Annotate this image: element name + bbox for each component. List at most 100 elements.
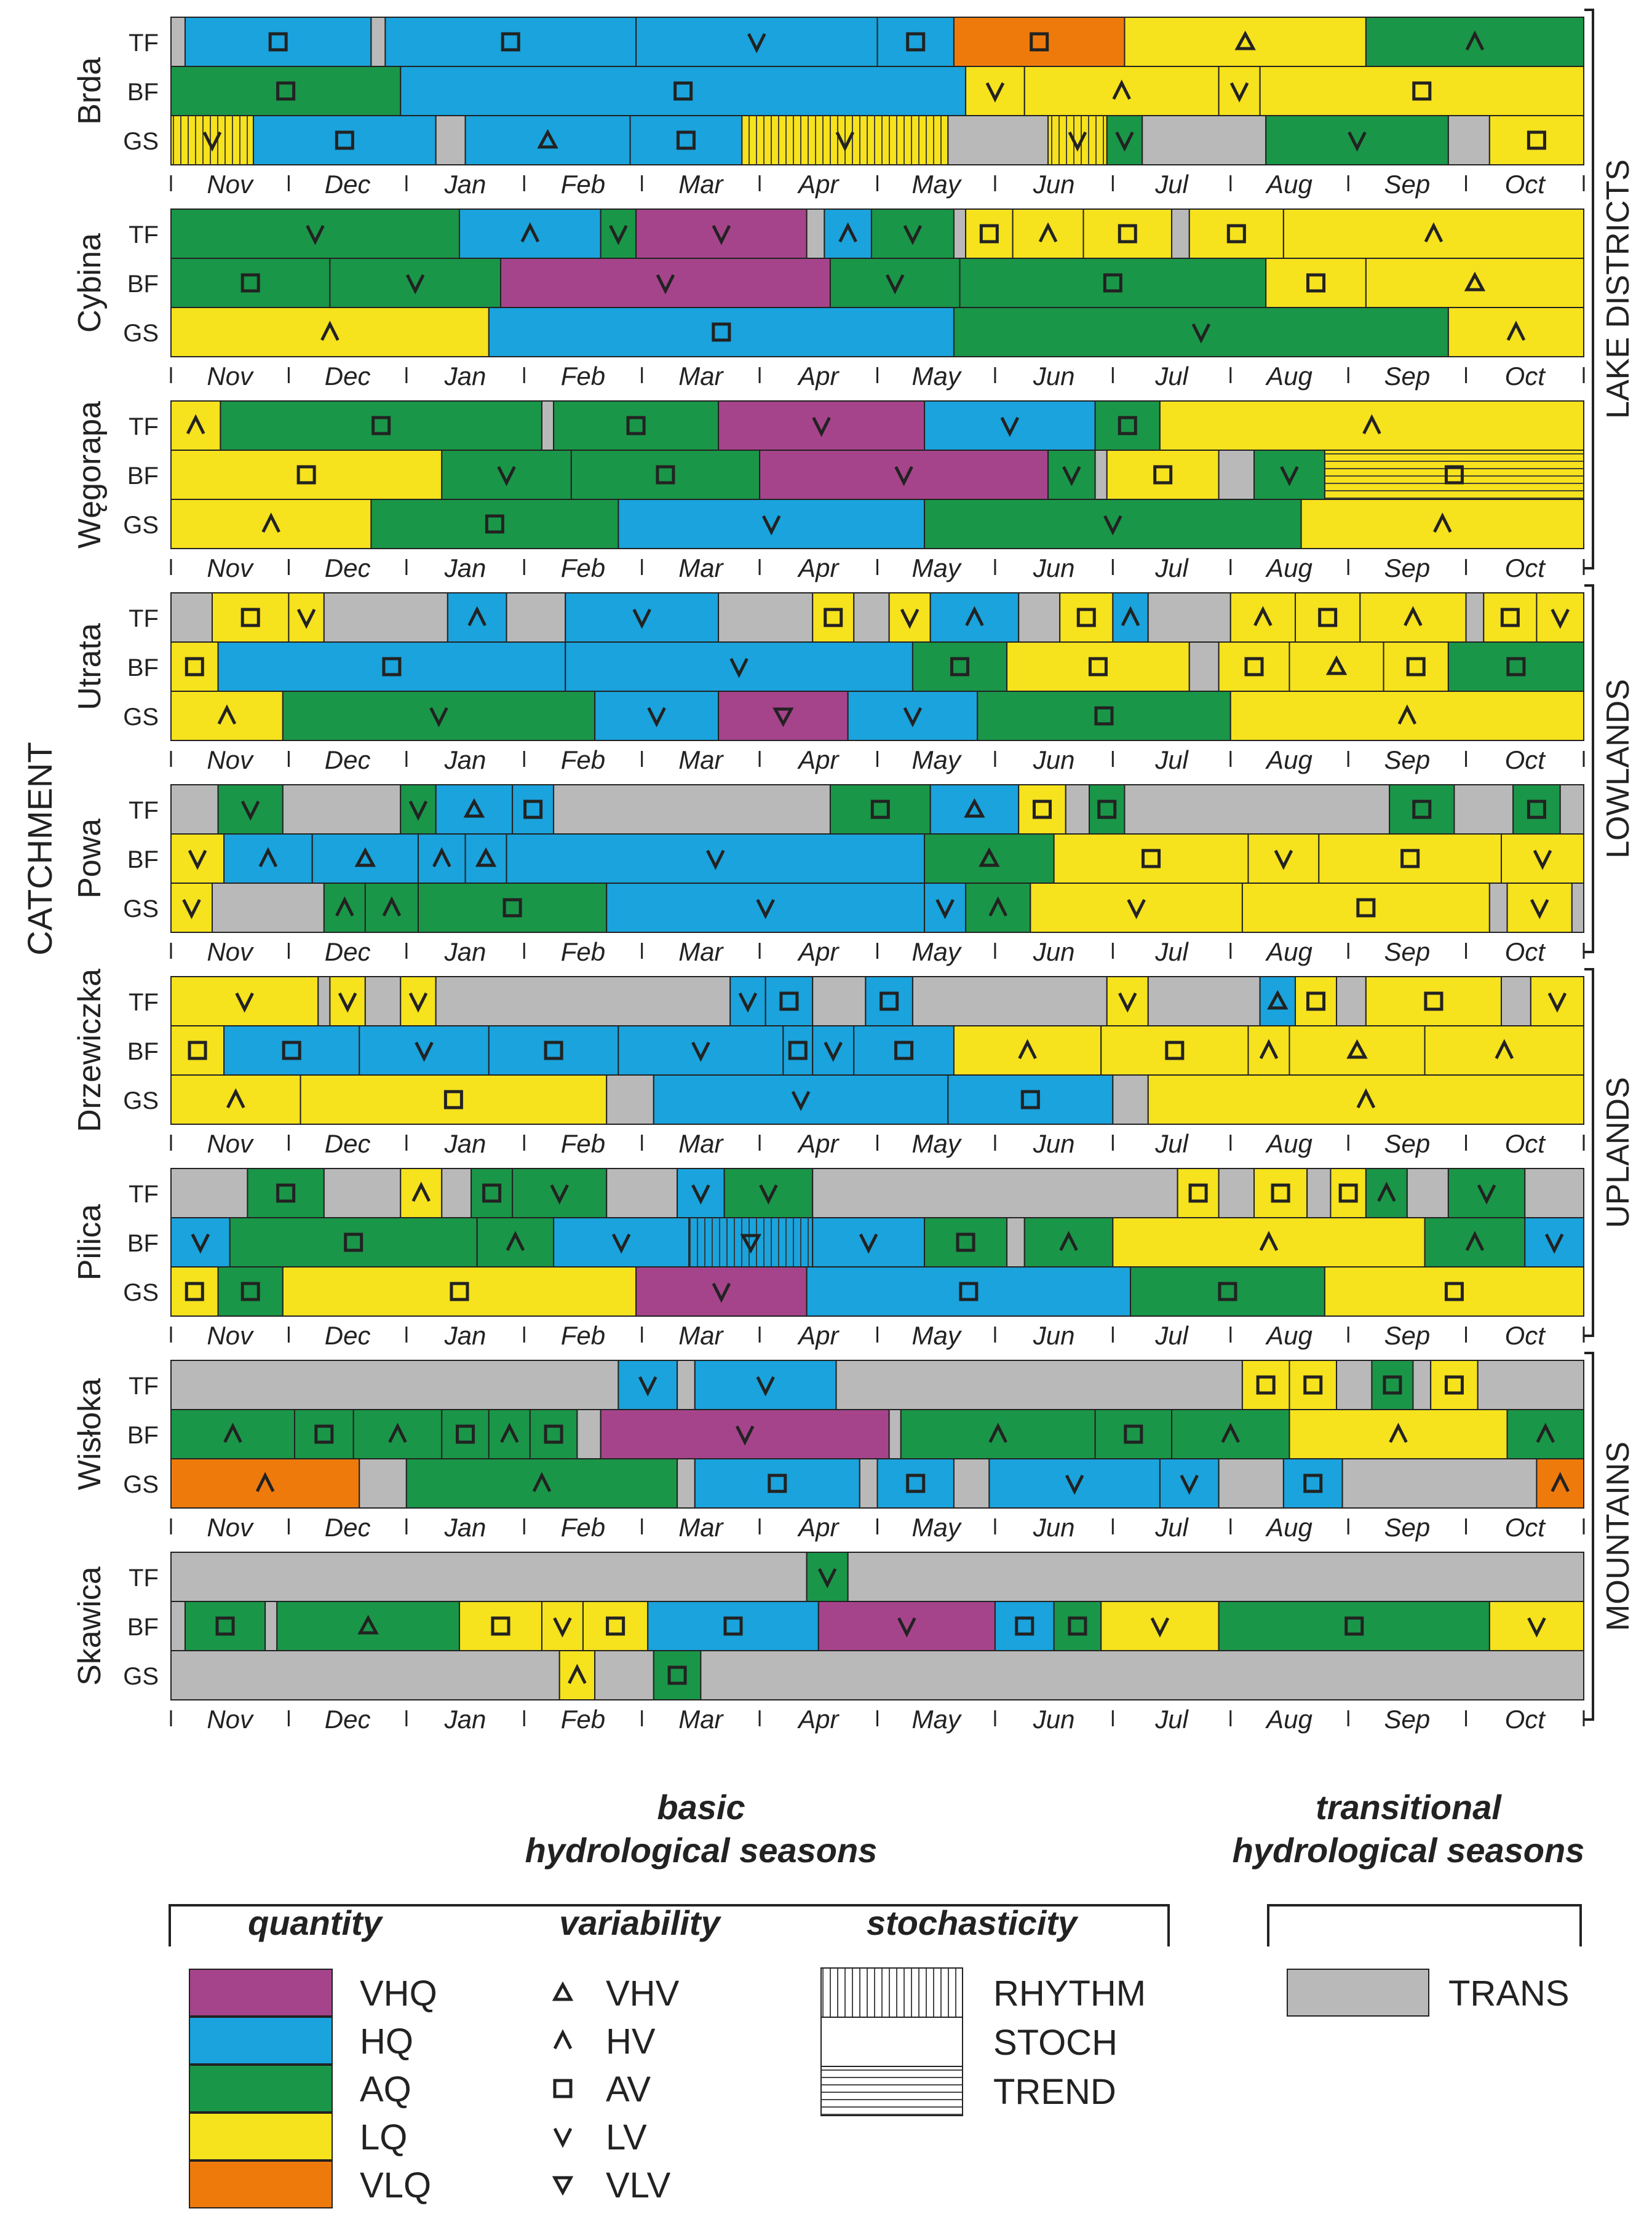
variability-symbol [463,798,485,818]
month-label: Nov [207,1705,255,1734]
legend-variability-label: AV [606,2069,651,2109]
row-label: BF [127,462,159,490]
season-segment [888,592,931,643]
variability-symbol [779,991,799,1011]
stochasticity-hatch [742,116,948,165]
season-segment [1218,1601,1490,1651]
season-segment [1265,258,1367,308]
variability-symbol [903,224,923,245]
season-segment [1465,592,1485,643]
season-segment [1289,1409,1508,1459]
variability-symbol [906,1474,926,1493]
season-segment [1112,592,1149,643]
variability-symbol [935,899,955,919]
season-segment [223,833,313,884]
stochasticity-hatch [1324,450,1584,499]
month-label: Sep [1384,1129,1431,1158]
month-label: Dec [325,745,371,774]
month-label: Jan [444,1513,486,1542]
season-segment [170,592,213,643]
season-segment [1053,833,1249,884]
season-segment [618,1025,784,1076]
variability-symbol [1544,1233,1564,1254]
row-label: BF [127,654,159,681]
month-label: Jan [444,745,486,774]
variability-symbol [894,1041,914,1060]
variability-symbol [1142,849,1161,868]
month-label: Sep [1384,1705,1431,1734]
season-segment [247,1168,325,1218]
variability-symbol [965,606,984,627]
season-segment [1159,400,1584,451]
variability-symbol [1551,1472,1570,1493]
variability-symbol [1303,1375,1323,1395]
season-segment [276,1601,460,1651]
season-segment [1289,1025,1426,1076]
month-label: Jan [444,937,486,966]
legend-transitional-title: transitional [1316,1788,1502,1827]
season-segment [553,400,720,451]
month-label: Jul [1154,1129,1189,1158]
season-segment [370,499,619,549]
season-segment [1106,115,1143,165]
row-label: BF [127,1422,159,1449]
season-segment [812,1025,855,1076]
season-segment [806,208,825,259]
season-segment [170,1266,219,1317]
variability-symbol [1536,1422,1555,1443]
season-segment [400,1168,443,1218]
region-lake-districts: LAKE DISTRICTS [1584,9,1636,569]
legend-variability-label: HV [606,2022,656,2061]
season-segment [924,499,1302,549]
season-segment [1130,1266,1325,1317]
variability-symbol [450,1282,469,1301]
season-segment [359,1458,407,1509]
variability-symbol [338,992,357,1013]
variability-symbol [835,131,855,152]
region-mountains: MOUNTAINS [1584,1352,1636,1721]
season-segment [512,784,555,835]
month-label: Jan [444,170,486,199]
season-segment [1477,1360,1585,1410]
season-segment [352,1409,443,1459]
variability-symbol [255,1472,275,1493]
catchment-name: Brda [72,57,108,125]
variability-symbol [1259,1039,1279,1060]
legend-symbol-hv [553,2029,573,2050]
season-segment [965,208,1014,259]
season-segment [488,307,955,357]
variability-symbol [950,657,969,676]
variability-symbol [1127,899,1146,919]
y-axis-title: CATCHMENT [20,742,59,955]
variability-symbol [335,896,354,917]
season-segment [1259,66,1585,116]
legend-stochasticity-label: RHYTHM [993,1974,1146,2014]
variability-symbol [1346,1039,1368,1059]
variability-symbol [1153,465,1173,485]
variability-symbol [824,608,843,627]
region-label: LAKE DISTRICTS [1600,159,1636,419]
month-label: Aug [1265,1321,1312,1350]
season-segment [1536,1458,1585,1509]
season-segment [1241,883,1490,933]
variability-symbol [712,224,731,245]
variability-symbol [1218,1282,1237,1301]
catchment-skawica [170,1552,1585,1700]
season-segment [1218,66,1261,116]
month-label: Dec [325,1129,371,1158]
month-label: Nov [207,1321,255,1350]
variability-symbol [268,32,288,52]
season-segment [1124,784,1391,835]
variability-symbol [676,130,696,150]
season-segment [1412,1360,1432,1410]
month-label: Sep [1384,1321,1431,1350]
variability-symbol [1362,414,1381,435]
row-label: TF [129,1565,159,1592]
season-segment [853,1025,955,1076]
legend-basic-bracket [169,1904,1170,1946]
season-segment [184,17,372,67]
variability-symbol [1506,657,1526,676]
row-label: BF [127,271,159,298]
season-segment [1488,1601,1585,1651]
season-segment [1501,976,1531,1026]
